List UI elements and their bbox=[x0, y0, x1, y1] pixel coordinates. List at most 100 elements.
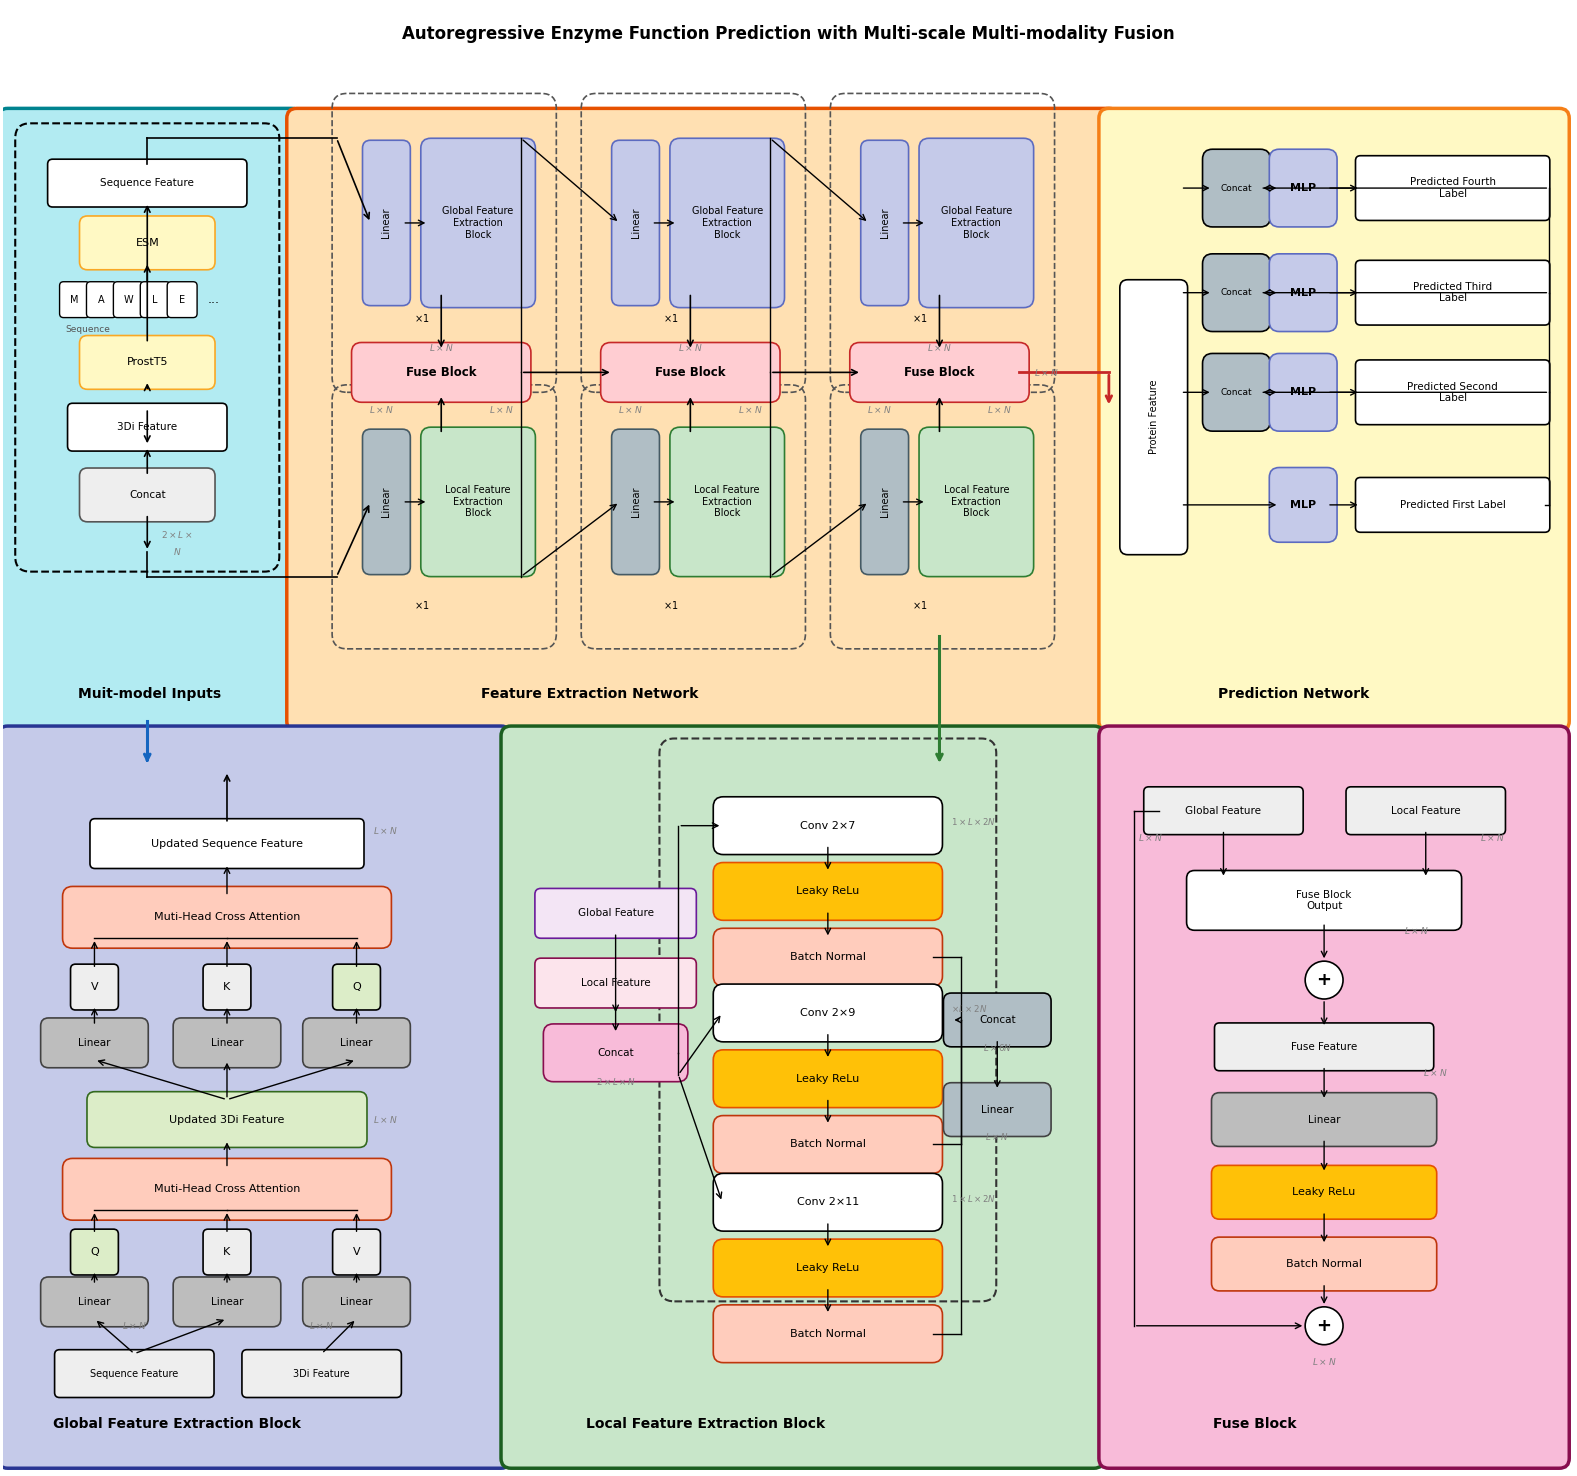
FancyBboxPatch shape bbox=[612, 140, 659, 306]
Text: MLP: MLP bbox=[1290, 500, 1317, 509]
Text: Linear: Linear bbox=[880, 208, 889, 238]
FancyBboxPatch shape bbox=[1203, 353, 1271, 431]
FancyBboxPatch shape bbox=[544, 1024, 688, 1082]
FancyBboxPatch shape bbox=[55, 1349, 214, 1398]
FancyBboxPatch shape bbox=[79, 468, 214, 523]
FancyBboxPatch shape bbox=[1356, 477, 1550, 533]
Text: Linear: Linear bbox=[341, 1297, 372, 1306]
FancyBboxPatch shape bbox=[713, 797, 943, 855]
Text: $\times 1$: $\times 1$ bbox=[413, 598, 429, 611]
FancyBboxPatch shape bbox=[713, 928, 943, 986]
Text: $L\times N$: $L\times N$ bbox=[1481, 832, 1504, 843]
Text: Linear: Linear bbox=[79, 1038, 110, 1048]
FancyBboxPatch shape bbox=[87, 1092, 367, 1147]
Text: A: A bbox=[98, 295, 104, 304]
Text: Linear: Linear bbox=[382, 487, 391, 517]
Text: M: M bbox=[71, 295, 79, 304]
FancyBboxPatch shape bbox=[79, 335, 214, 390]
Text: Leaky ReLu: Leaky ReLu bbox=[1293, 1187, 1356, 1197]
FancyBboxPatch shape bbox=[363, 430, 410, 574]
FancyBboxPatch shape bbox=[850, 342, 1030, 403]
FancyBboxPatch shape bbox=[501, 726, 1104, 1469]
FancyBboxPatch shape bbox=[1269, 468, 1337, 542]
FancyBboxPatch shape bbox=[421, 139, 536, 307]
Text: Local Feature
Extraction
Block: Local Feature Extraction Block bbox=[694, 486, 760, 518]
FancyBboxPatch shape bbox=[363, 140, 410, 306]
FancyBboxPatch shape bbox=[1211, 1092, 1437, 1147]
Text: Concat: Concat bbox=[1221, 288, 1252, 297]
FancyBboxPatch shape bbox=[60, 282, 90, 317]
FancyBboxPatch shape bbox=[203, 964, 251, 1010]
Text: $\times 1$: $\times 1$ bbox=[413, 311, 429, 323]
FancyBboxPatch shape bbox=[68, 403, 227, 452]
FancyBboxPatch shape bbox=[713, 1305, 943, 1362]
Text: $L\times N$: $L\times N$ bbox=[374, 825, 397, 835]
Text: Linear: Linear bbox=[211, 1038, 243, 1048]
Text: +: + bbox=[1317, 1317, 1331, 1334]
Text: ...: ... bbox=[208, 294, 221, 306]
Text: Fuse Block: Fuse Block bbox=[904, 366, 975, 379]
Text: Global Feature: Global Feature bbox=[577, 908, 653, 918]
Text: $L\times N$: $L\times N$ bbox=[489, 404, 513, 415]
Text: Linear: Linear bbox=[79, 1297, 110, 1306]
FancyBboxPatch shape bbox=[535, 889, 697, 939]
Text: $L\times N$: $L\times N$ bbox=[309, 1320, 334, 1331]
Text: Predicted First Label: Predicted First Label bbox=[1400, 500, 1506, 509]
Text: Linear: Linear bbox=[1307, 1114, 1340, 1125]
FancyBboxPatch shape bbox=[1211, 1237, 1437, 1292]
FancyBboxPatch shape bbox=[63, 887, 391, 948]
Text: $L\times N$: $L\times N$ bbox=[1139, 832, 1162, 843]
Text: K: K bbox=[224, 982, 230, 992]
Text: Local Feature Extraction Block: Local Feature Extraction Block bbox=[585, 1417, 825, 1432]
Text: L: L bbox=[153, 295, 158, 304]
Text: $\times L\times 2N$: $\times L\times 2N$ bbox=[951, 1004, 987, 1014]
Text: Muti-Head Cross Attention: Muti-Head Cross Attention bbox=[155, 912, 300, 922]
Text: Updated Sequence Feature: Updated Sequence Feature bbox=[151, 838, 303, 849]
Text: ESM: ESM bbox=[136, 238, 159, 248]
Text: Fuse Feature: Fuse Feature bbox=[1292, 1042, 1358, 1052]
Text: Conv 2×9: Conv 2×9 bbox=[800, 1008, 856, 1018]
FancyBboxPatch shape bbox=[1356, 260, 1550, 325]
FancyBboxPatch shape bbox=[919, 139, 1033, 307]
Text: Global Feature
Extraction
Block: Global Feature Extraction Block bbox=[692, 207, 763, 239]
Text: $L\times N$: $L\times N$ bbox=[1424, 1067, 1448, 1079]
FancyBboxPatch shape bbox=[943, 993, 1052, 1046]
Text: Linear: Linear bbox=[880, 487, 889, 517]
FancyBboxPatch shape bbox=[670, 427, 784, 577]
FancyBboxPatch shape bbox=[303, 1018, 410, 1067]
FancyBboxPatch shape bbox=[71, 964, 118, 1010]
Text: Sequence Feature: Sequence Feature bbox=[101, 179, 194, 187]
Text: Linear: Linear bbox=[981, 1104, 1014, 1114]
FancyBboxPatch shape bbox=[1269, 254, 1337, 332]
FancyBboxPatch shape bbox=[167, 282, 197, 317]
FancyBboxPatch shape bbox=[1203, 149, 1271, 227]
Circle shape bbox=[1306, 961, 1344, 999]
FancyBboxPatch shape bbox=[41, 1277, 148, 1327]
FancyBboxPatch shape bbox=[1099, 726, 1569, 1469]
Text: Fuse Block: Fuse Block bbox=[1213, 1417, 1296, 1432]
Text: K: K bbox=[224, 1247, 230, 1258]
FancyBboxPatch shape bbox=[114, 282, 144, 317]
Text: $L\times N$: $L\times N$ bbox=[678, 342, 703, 353]
FancyBboxPatch shape bbox=[713, 984, 943, 1042]
Text: V: V bbox=[90, 982, 98, 992]
Text: Predicted Third
Label: Predicted Third Label bbox=[1413, 282, 1492, 304]
FancyBboxPatch shape bbox=[670, 139, 784, 307]
Text: Feature Extraction Network: Feature Extraction Network bbox=[481, 688, 699, 701]
Text: $2\times L\times N$: $2\times L\times N$ bbox=[596, 1076, 636, 1088]
Text: Muit-model Inputs: Muit-model Inputs bbox=[77, 688, 221, 701]
Text: Leaky ReLu: Leaky ReLu bbox=[796, 1263, 859, 1272]
FancyBboxPatch shape bbox=[352, 342, 531, 403]
FancyBboxPatch shape bbox=[41, 1018, 148, 1067]
FancyBboxPatch shape bbox=[173, 1277, 281, 1327]
Text: $L\times N$: $L\times N$ bbox=[1312, 1356, 1336, 1367]
Text: $L\times N$: $L\times N$ bbox=[738, 404, 762, 415]
Text: $\times 1$: $\times 1$ bbox=[662, 598, 678, 611]
Text: Linear: Linear bbox=[341, 1038, 372, 1048]
Text: $L\times 6N$: $L\times 6N$ bbox=[982, 1042, 1012, 1054]
FancyBboxPatch shape bbox=[71, 1230, 118, 1275]
Text: $L\times N$: $L\times N$ bbox=[986, 1131, 1009, 1142]
FancyBboxPatch shape bbox=[535, 958, 697, 1008]
FancyBboxPatch shape bbox=[241, 1349, 402, 1398]
FancyBboxPatch shape bbox=[303, 1277, 410, 1327]
